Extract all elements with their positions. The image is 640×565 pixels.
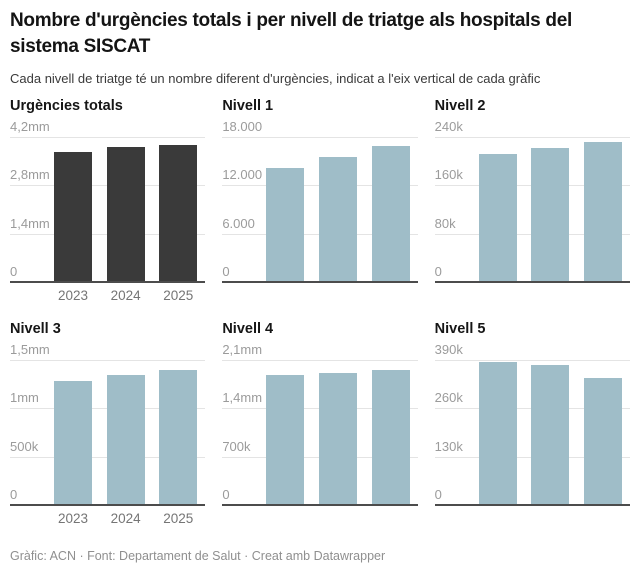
bar-2023[interactable] [54,381,92,504]
plot-area: 0 1,4mm 2,8mm 4,2mm [10,118,206,283]
bar-2025[interactable] [371,370,410,504]
x-axis-labels [479,283,622,309]
chart-title: Urgències totals [10,98,123,114]
chart-nivell-4: Nivell 4 0 700k 1,4mm 2,1mm [222,321,418,532]
plot-area: 0 500k 1mm 1,5mm [10,341,206,506]
x-tick-label: 2023 [57,511,89,526]
y-tick-label: 18.000 [222,119,263,134]
y-tick-label: 2,1mm [222,342,263,357]
y-tick-label: 0 [434,487,442,502]
y-tick-label: 0 [222,487,230,502]
gridline [434,137,630,138]
x-tick-label: 2024 [110,288,141,303]
bar-2024[interactable] [531,148,570,281]
bar-2024[interactable] [318,372,357,504]
chart-title: Nivell 1 [222,98,274,114]
bars-group [266,118,410,281]
y-tick-label: 700k [222,438,251,454]
x-axis-labels: 2023 2024 2025 [54,283,197,309]
bar-2025[interactable] [159,145,198,281]
bar-2024[interactable] [106,375,145,504]
y-tick-label: 12.000 [222,167,263,183]
y-tick-label: 6.000 [222,215,255,231]
y-tick-label: 130k [434,438,463,454]
chart-nivell-3: Nivell 3 0 500k 1mm 1,5mm 2023 2024 2025 [10,321,206,532]
bar-2024[interactable] [318,156,357,281]
bar-2023[interactable] [478,361,517,504]
bar-2023[interactable] [54,151,92,281]
small-multiples-grid: Urgències totals 0 1,4mm 2,8mm 4,2mm 2023 20… [0,98,640,532]
x-tick-label: 2023 [57,288,89,303]
x-tick-label: 2024 [110,511,141,526]
bar-2023[interactable] [266,374,305,504]
bar-2025[interactable] [583,377,622,504]
x-axis-labels [266,283,409,309]
x-tick-label: 2025 [163,511,194,526]
bars-group [54,341,198,504]
x-axis-baseline [434,281,630,283]
y-tick-label: 500k [10,438,39,454]
chart-title: Nivell 2 [434,98,486,114]
y-tick-label: 80k [434,215,456,231]
bar-2024[interactable] [106,147,145,281]
chart-urgencies-totals: Urgències totals 0 1,4mm 2,8mm 4,2mm 2023 20… [10,98,206,309]
y-tick-label: 1,5mm [10,342,50,357]
gridline [10,360,206,361]
x-axis-labels [266,506,409,532]
chart-title: Nivell 4 [222,321,274,337]
y-tick-label: 1,4mm [222,390,263,406]
chart-nivell-2: Nivell 2 0 80k 160k 240k [434,98,630,309]
footer-attribution: Gràfic: ACN · Font: Departament de Salut… [10,549,386,563]
x-axis-labels [479,506,622,532]
y-tick-label: 160k [434,167,463,183]
y-tick-label: 0 [10,264,18,279]
y-tick-label: 0 [434,264,442,279]
y-tick-label: 0 [222,264,230,279]
gridline [222,360,418,361]
y-tick-label: 1,4mm [10,215,50,231]
x-axis-baseline [222,281,418,283]
plot-area: 0 6.000 12.000 18.000 [222,118,418,283]
gridline [222,137,418,138]
x-axis-baseline [434,504,630,506]
bars-group [266,341,410,504]
bars-group [54,118,198,281]
x-axis-labels: 2023 2024 2025 [54,506,197,532]
gridline [10,137,206,138]
x-tick-label: 2025 [163,288,194,303]
page-subtitle: Cada nivell de triatge té un nombre dife… [10,71,541,86]
bar-2025[interactable] [371,145,410,281]
bars-group [478,341,622,504]
y-tick-label: 260k [434,390,463,406]
chart-nivell-5: Nivell 5 0 130k 260k 390k [434,321,630,532]
x-axis-baseline [222,504,418,506]
y-tick-label: 0 [10,487,18,502]
plot-area: 0 80k 160k 240k [434,118,630,283]
bar-2024[interactable] [531,364,570,504]
y-tick-label: 240k [434,119,463,134]
y-tick-label: 4,2mm [10,119,50,134]
bar-2023[interactable] [266,168,305,281]
x-axis-baseline [10,281,206,283]
bars-group [478,118,622,281]
y-tick-label: 390k [434,342,463,357]
bar-2025[interactable] [159,369,198,504]
plot-area: 0 700k 1,4mm 2,1mm [222,341,418,506]
gridline [434,360,630,361]
plot-area: 0 130k 260k 390k [434,341,630,506]
y-tick-label: 2,8mm [10,167,50,183]
chart-title: Nivell 3 [10,321,61,337]
chart-nivell-1: Nivell 1 0 6.000 12.000 18.000 [222,98,418,309]
chart-header: Nombre d'urgències totals i per nivell d… [0,0,640,88]
y-tick-label: 1mm [10,390,39,406]
page-title: Nombre d'urgències totals i per nivell d… [10,10,572,57]
bar-2023[interactable] [478,154,517,281]
bar-2025[interactable] [583,142,622,281]
chart-title: Nivell 5 [434,321,486,337]
x-axis-baseline [10,504,206,506]
